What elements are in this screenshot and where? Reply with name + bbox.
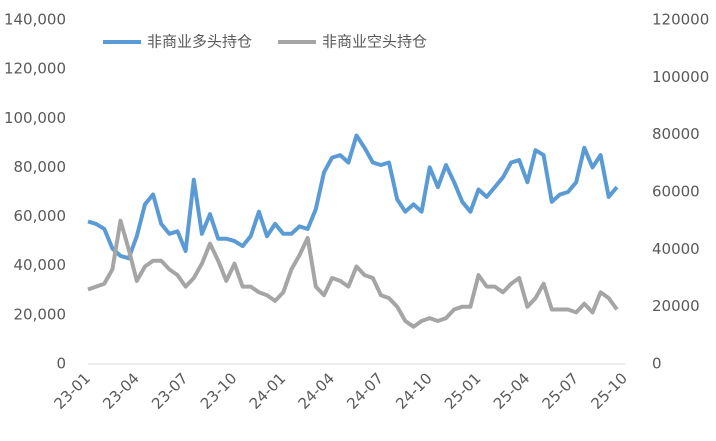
y2-tick-label: 100000 xyxy=(652,68,709,86)
y2-tick-label: 20000 xyxy=(652,297,700,315)
x-tick-label: 25-01 xyxy=(441,369,485,413)
x-tick-label: 23-01 xyxy=(50,369,94,413)
y-tick-label: 60,000 xyxy=(14,207,67,225)
x-tick-label: 24-10 xyxy=(392,369,436,413)
y2-tick-label: 120000 xyxy=(652,11,709,29)
legend-label: 非商业多头持仓 xyxy=(147,33,252,51)
y2-tick-label: 40000 xyxy=(652,240,700,258)
y-tick-label: 0 xyxy=(56,355,66,373)
y-tick-label: 120,000 xyxy=(4,60,66,78)
y-tick-label: 80,000 xyxy=(14,158,67,176)
x-tick-label: 23-04 xyxy=(99,369,143,413)
x-tick-label: 24-01 xyxy=(246,369,290,413)
y-tick-label: 40,000 xyxy=(14,256,67,274)
x-tick-label: 24-04 xyxy=(295,369,339,413)
y2-tick-label: 80000 xyxy=(652,125,700,143)
series-line xyxy=(87,133,619,261)
y-tick-label: 100,000 xyxy=(4,109,66,127)
x-tick-label: 25-07 xyxy=(539,369,583,413)
legend-label: 非商业空头持仓 xyxy=(322,33,427,51)
y2-tick-label: 60000 xyxy=(652,183,700,201)
x-tick-label: 25-10 xyxy=(587,369,631,413)
y2-tick-label: 0 xyxy=(652,355,662,373)
x-tick-label: 23-10 xyxy=(197,369,241,413)
y-tick-label: 140,000 xyxy=(4,11,66,29)
series-line xyxy=(87,218,619,329)
x-tick-label: 25-04 xyxy=(490,369,534,413)
x-tick-label: 24-07 xyxy=(343,369,387,413)
y-tick-label: 20,000 xyxy=(14,305,67,323)
x-tick-label: 23-07 xyxy=(148,369,192,413)
